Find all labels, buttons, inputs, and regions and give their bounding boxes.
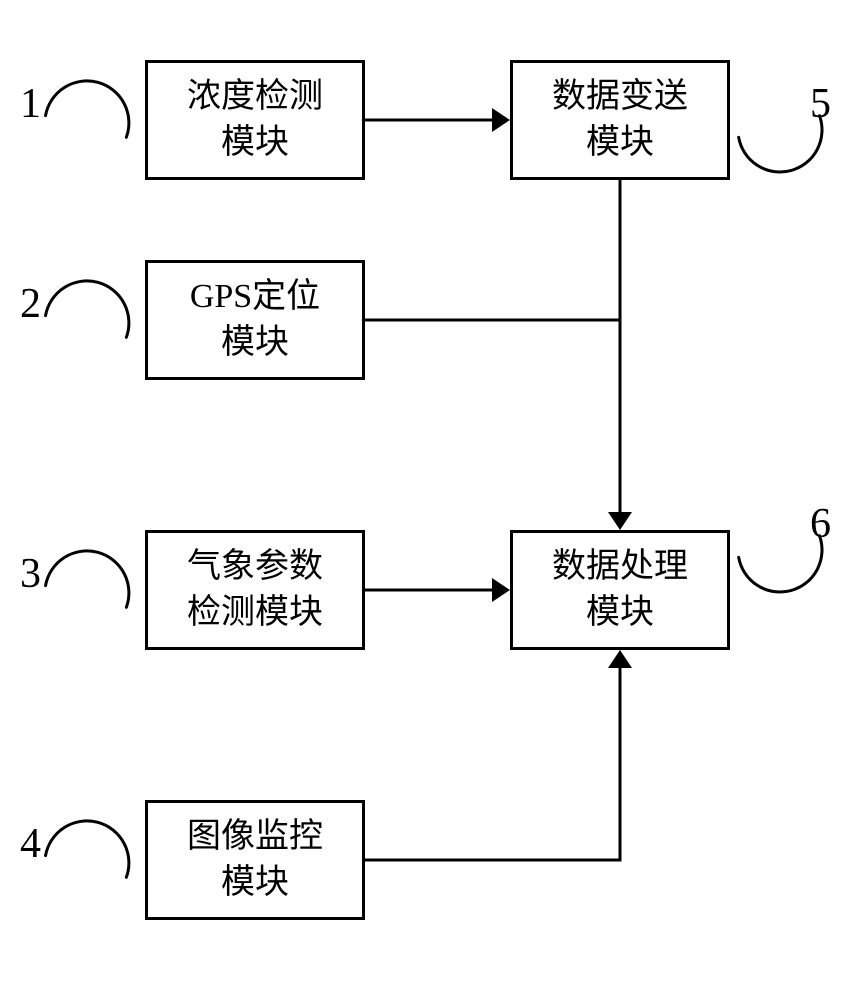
node-label: 数据变送模块	[552, 74, 688, 166]
node-concentration-detection: 浓度检测模块	[145, 60, 365, 180]
node-label: GPS定位模块	[190, 274, 320, 366]
ref-number-2: 2	[20, 280, 41, 328]
node-meteorological-detection: 气象参数检测模块	[145, 530, 365, 650]
node-gps-positioning: GPS定位模块	[145, 260, 365, 380]
ref-number-5: 5	[810, 80, 831, 128]
node-label: 图像监控模块	[187, 814, 323, 906]
node-label: 数据处理模块	[552, 544, 688, 636]
node-data-transmission: 数据变送模块	[510, 60, 730, 180]
node-image-monitoring: 图像监控模块	[145, 800, 365, 920]
node-label: 气象参数检测模块	[187, 544, 323, 636]
connector-layer	[0, 0, 863, 1000]
ref-number-4: 4	[20, 820, 41, 868]
ref-number-1: 1	[20, 80, 41, 128]
node-data-processing: 数据处理模块	[510, 530, 730, 650]
ref-number-3: 3	[20, 550, 41, 598]
ref-number-6: 6	[810, 500, 831, 548]
node-label: 浓度检测模块	[187, 74, 323, 166]
diagram-canvas: 浓度检测模块 GPS定位模块 气象参数检测模块 图像监控模块 数据变送模块 数据…	[0, 0, 863, 1000]
